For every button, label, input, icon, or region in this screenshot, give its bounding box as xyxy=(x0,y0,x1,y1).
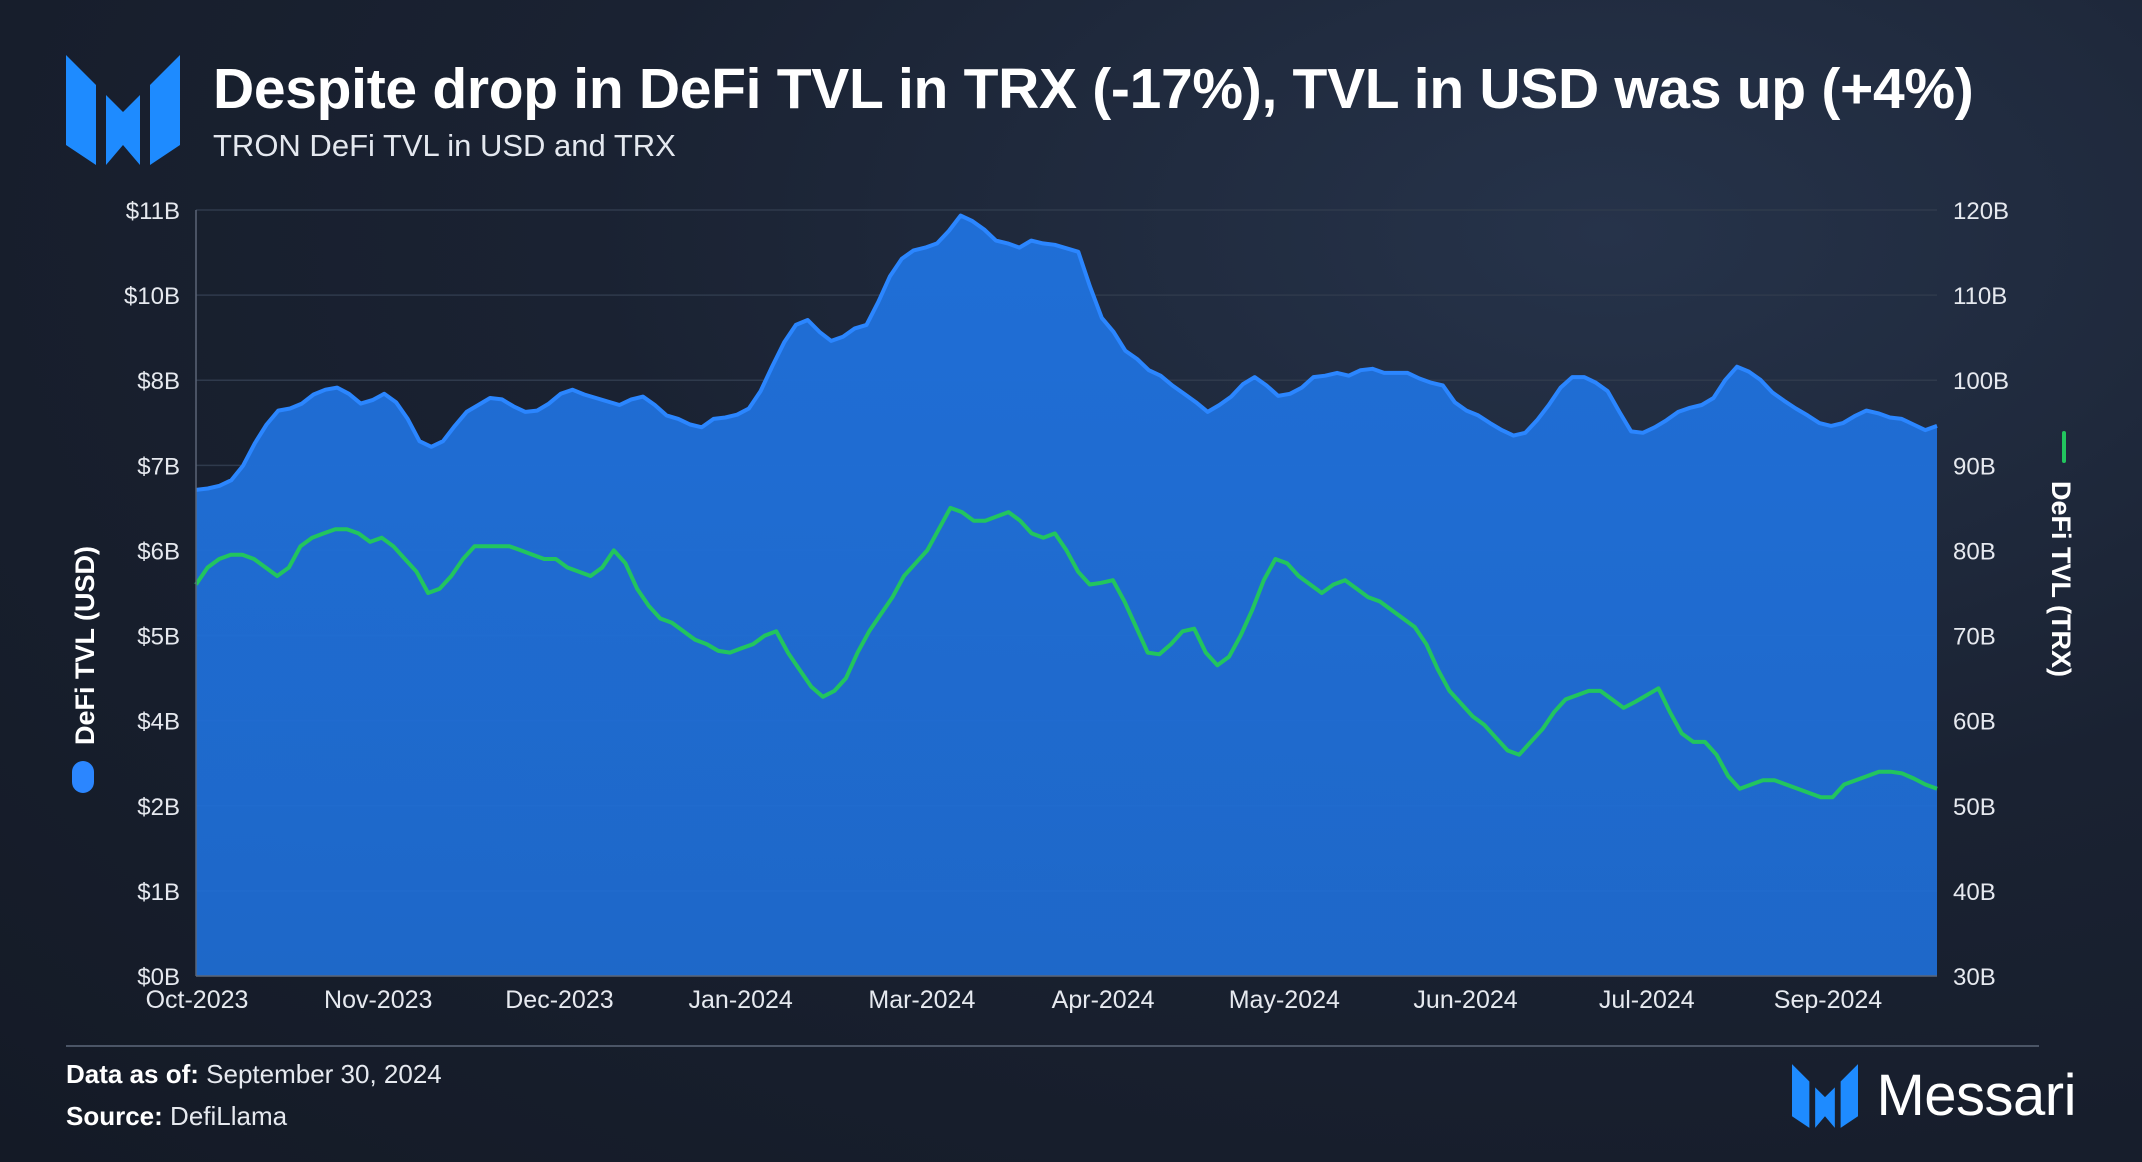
data-source-value: DefiLlama xyxy=(170,1101,288,1131)
y-left-axis-label: DeFi TVL (USD) xyxy=(70,546,100,793)
y-left-tick-label: $5B xyxy=(137,624,180,651)
footer-divider xyxy=(66,1045,2039,1047)
data-as-of-value: September 30, 2024 xyxy=(206,1059,442,1089)
y-right-tick-label: 90B xyxy=(1953,453,1996,480)
trx-legend-marker xyxy=(2062,431,2066,463)
x-tick-label: Dec-2023 xyxy=(505,986,613,1014)
tvl-chart: $0B $1B $2B $4B $5B $6B $7B $8B $10B $11B 30B 40B 50… xyxy=(70,198,2076,1014)
y-left-tick-label: $4B xyxy=(137,709,180,736)
data-source-label: Source: xyxy=(66,1101,163,1131)
axis-layer: $0B $1B $2B $4B $5B $6B $7B $8B $10B $11B 30B 40B 50… xyxy=(70,198,2076,1014)
data-source: Source: DefiLlama xyxy=(66,1101,287,1132)
y-left-tick-label: $7B xyxy=(137,453,180,480)
y-left-tick-label: $6B xyxy=(137,538,180,565)
x-tick-label: Jul-2024 xyxy=(1599,986,1695,1014)
chart-subtitle: TRON DeFi TVL in USD and TRX xyxy=(213,128,676,163)
trx-tvl-line xyxy=(194,505,1938,800)
x-tick-label: May-2024 xyxy=(1229,986,1340,1014)
x-tick-label: Nov-2023 xyxy=(324,986,432,1014)
y-left-tick-label: $10B xyxy=(124,283,180,310)
y-left-tick-label: $11B xyxy=(126,198,180,225)
brand-block: Messari xyxy=(1792,1062,2076,1129)
brand-name: Messari xyxy=(1876,1063,2076,1128)
usd-legend-marker xyxy=(72,761,94,793)
x-tick-label: Oct-2023 xyxy=(146,986,249,1014)
y-right-tick-label: 60B xyxy=(1953,709,1996,736)
x-tick-label: Apr-2024 xyxy=(1052,986,1155,1014)
y-right-tick-label: 70B xyxy=(1953,624,1996,651)
x-tick-label: Mar-2024 xyxy=(868,986,975,1014)
y-right-tick-label: 100B xyxy=(1953,368,2009,395)
y-left-tick-label: $2B xyxy=(137,794,180,821)
y-right-tick-label: 120B xyxy=(1953,198,2009,225)
chart-title: Despite drop in DeFi TVL in TRX (-17%), … xyxy=(213,57,1974,121)
y-right-tick-label: 30B xyxy=(1953,964,1996,991)
y-right-tick-label: 40B xyxy=(1953,879,1996,906)
series-layer xyxy=(194,213,1938,977)
x-tick-label: Jan-2024 xyxy=(689,986,793,1014)
x-tick-label: Sep-2024 xyxy=(1774,986,1883,1014)
messari-logo-icon xyxy=(66,55,180,165)
y-left-tick-label: $0B xyxy=(137,964,180,991)
y-left-label-text: DeFi TVL (USD) xyxy=(70,546,100,745)
y-right-tick-label: 50B xyxy=(1953,794,1996,821)
usd-tvl-line xyxy=(195,213,1938,492)
messari-brand-icon xyxy=(1792,1063,1859,1128)
data-as-of-label: Data as of: xyxy=(66,1059,199,1089)
y-left-tick-label: $8B xyxy=(137,368,180,395)
y-right-tick-label: 80B xyxy=(1953,538,1996,565)
x-tick-label: Jun-2024 xyxy=(1413,986,1517,1014)
y-right-tick-label: 110B xyxy=(1953,283,2007,310)
y-right-label-text: DeFi TVL (TRX) xyxy=(2046,481,2076,677)
usd-tvl-area xyxy=(196,215,1937,977)
y-right-axis-label: DeFi TVL (TRX) xyxy=(2046,431,2076,677)
y-left-tick-label: $1B xyxy=(137,879,180,906)
data-as-of: Data as of: September 30, 2024 xyxy=(66,1059,442,1090)
